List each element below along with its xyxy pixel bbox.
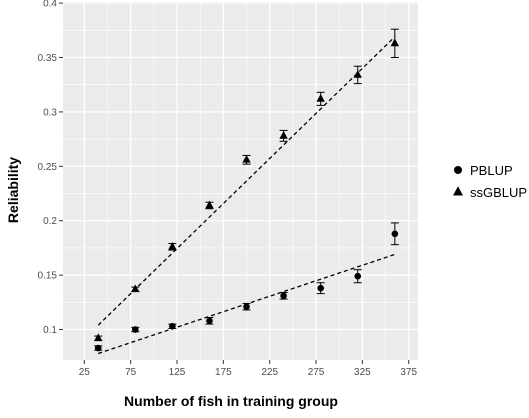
y-tick-label: 0.3	[43, 107, 57, 118]
y-axis-title: Reliability	[5, 157, 21, 223]
x-tick-label: 375	[400, 367, 417, 378]
x-axis-title: Number of fish in training group	[124, 393, 338, 409]
plot-background	[63, 2, 418, 360]
data-point	[243, 303, 250, 310]
data-point	[354, 272, 362, 280]
data-point	[131, 326, 139, 333]
data-point	[317, 284, 324, 292]
trend-line	[97, 36, 396, 326]
x-tick-label: 175	[215, 367, 232, 378]
axes: 25 75 125 175 225 275 325 375 0.1 0.15 0.2 0.25 0.3 0…	[38, 0, 418, 378]
data-point	[316, 94, 325, 102]
x-tick-label: 75	[125, 367, 137, 378]
legend-label: PBLUP	[470, 163, 513, 178]
data-point	[205, 200, 214, 209]
data-point	[242, 154, 251, 163]
series-pblup	[94, 222, 399, 355]
y-tick-label: 0.1	[43, 325, 57, 336]
data-point	[280, 292, 287, 300]
plot-area	[63, 2, 418, 360]
data-point	[94, 333, 103, 342]
x-tick-label: 325	[354, 367, 371, 378]
data-point	[353, 70, 362, 78]
x-tick-label: 275	[308, 367, 325, 378]
data-point	[390, 38, 400, 47]
data-point	[391, 230, 399, 238]
data-point	[279, 131, 288, 139]
legend-label: ssGBLUP	[470, 185, 527, 200]
x-tick-label: 25	[79, 367, 91, 378]
legend: PBLUP ssGBLUP	[453, 163, 527, 200]
y-tick-label: 0.25	[38, 162, 58, 173]
y-tick-label: 0.35	[38, 53, 58, 64]
data-point	[94, 344, 102, 352]
y-tick-label: 0.2	[43, 216, 57, 227]
data-point	[206, 317, 213, 325]
x-tick-label: 125	[169, 367, 186, 378]
data-point	[131, 284, 140, 293]
data-point	[169, 322, 176, 330]
y-tick-label: 0.4	[43, 0, 57, 10]
y-tick-label: 0.15	[38, 271, 58, 282]
series-ssgblup	[94, 28, 400, 342]
legend-marker	[453, 186, 463, 196]
legend-marker	[454, 166, 462, 174]
x-tick-label: 225	[261, 367, 278, 378]
data-point	[168, 242, 177, 250]
